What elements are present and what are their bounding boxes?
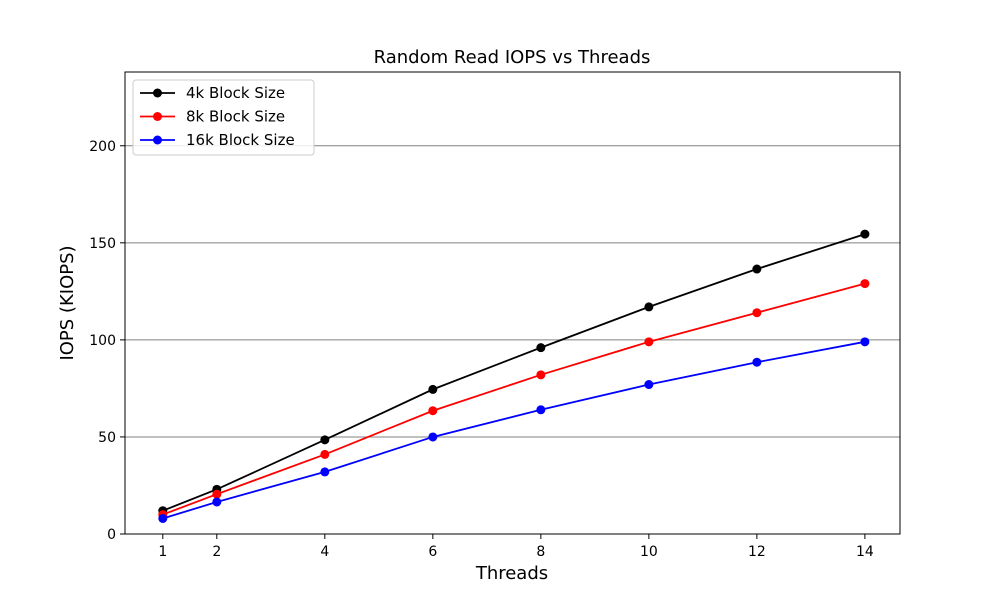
x-tick-label: 4 — [320, 544, 329, 560]
legend-marker-16k — [153, 135, 162, 145]
plot-frame — [124, 71, 901, 535]
data-point-16k — [860, 337, 870, 347]
legend-label-4k: 4k Block Size — [186, 84, 285, 102]
data-point-16k — [536, 405, 546, 415]
y-tick-label: 100 — [89, 333, 116, 349]
y-tick-label: 200 — [89, 139, 116, 155]
chart-title: Random Read IOPS vs Threads — [374, 47, 651, 68]
series-group — [158, 229, 870, 523]
data-point-8k — [428, 406, 438, 416]
data-point-16k — [320, 467, 330, 477]
data-point-16k — [212, 497, 222, 507]
x-tick-label: 2 — [212, 544, 221, 560]
x-tick-label: 1 — [158, 544, 167, 560]
series-line-4k — [162, 233, 866, 512]
legend-marker-4k — [153, 88, 162, 98]
x-tick-label: 6 — [428, 544, 437, 560]
y-axis: 0 50 100 150 200 — [89, 139, 125, 543]
data-point-16k — [752, 357, 762, 367]
grid-lines — [125, 145, 900, 438]
data-point-8k — [212, 489, 222, 499]
x-tick-label: 12 — [748, 544, 766, 560]
x-tick-label: 10 — [640, 544, 658, 560]
x-tick-label: 14 — [856, 544, 874, 560]
legend-box — [132, 79, 315, 156]
data-point-16k — [428, 432, 438, 442]
x-tick-label: 8 — [536, 544, 545, 560]
data-point-4k — [752, 264, 762, 274]
legend-marker-8k — [153, 112, 162, 121]
legend-label-8k: 8k Block Size — [186, 108, 285, 126]
data-point-8k — [644, 337, 654, 347]
data-point-4k — [428, 384, 438, 394]
data-point-8k — [860, 279, 870, 289]
y-axis-label: IOPS (KIOPS) — [57, 245, 78, 360]
x-axis-label: Threads — [475, 563, 548, 584]
y-tick-label: 150 — [89, 236, 116, 252]
series-line-8k — [162, 282, 866, 516]
y-tick-label: 0 — [107, 527, 116, 543]
y-tick-label: 50 — [98, 430, 116, 446]
data-point-16k — [158, 513, 168, 523]
legend: 4k Block Size 8k Block Size 16k Block Size — [132, 79, 315, 156]
data-point-4k — [320, 435, 330, 445]
data-point-8k — [752, 308, 762, 318]
data-point-4k — [644, 302, 654, 312]
data-point-8k — [536, 370, 546, 380]
data-point-4k — [860, 229, 870, 239]
data-point-4k — [536, 343, 546, 353]
series-line-16k — [162, 340, 866, 520]
legend-label-16k: 16k Block Size — [186, 131, 295, 149]
data-point-8k — [320, 449, 330, 459]
x-axis: 1 2 4 6 8 10 12 14 — [158, 534, 874, 560]
data-point-16k — [644, 380, 654, 390]
